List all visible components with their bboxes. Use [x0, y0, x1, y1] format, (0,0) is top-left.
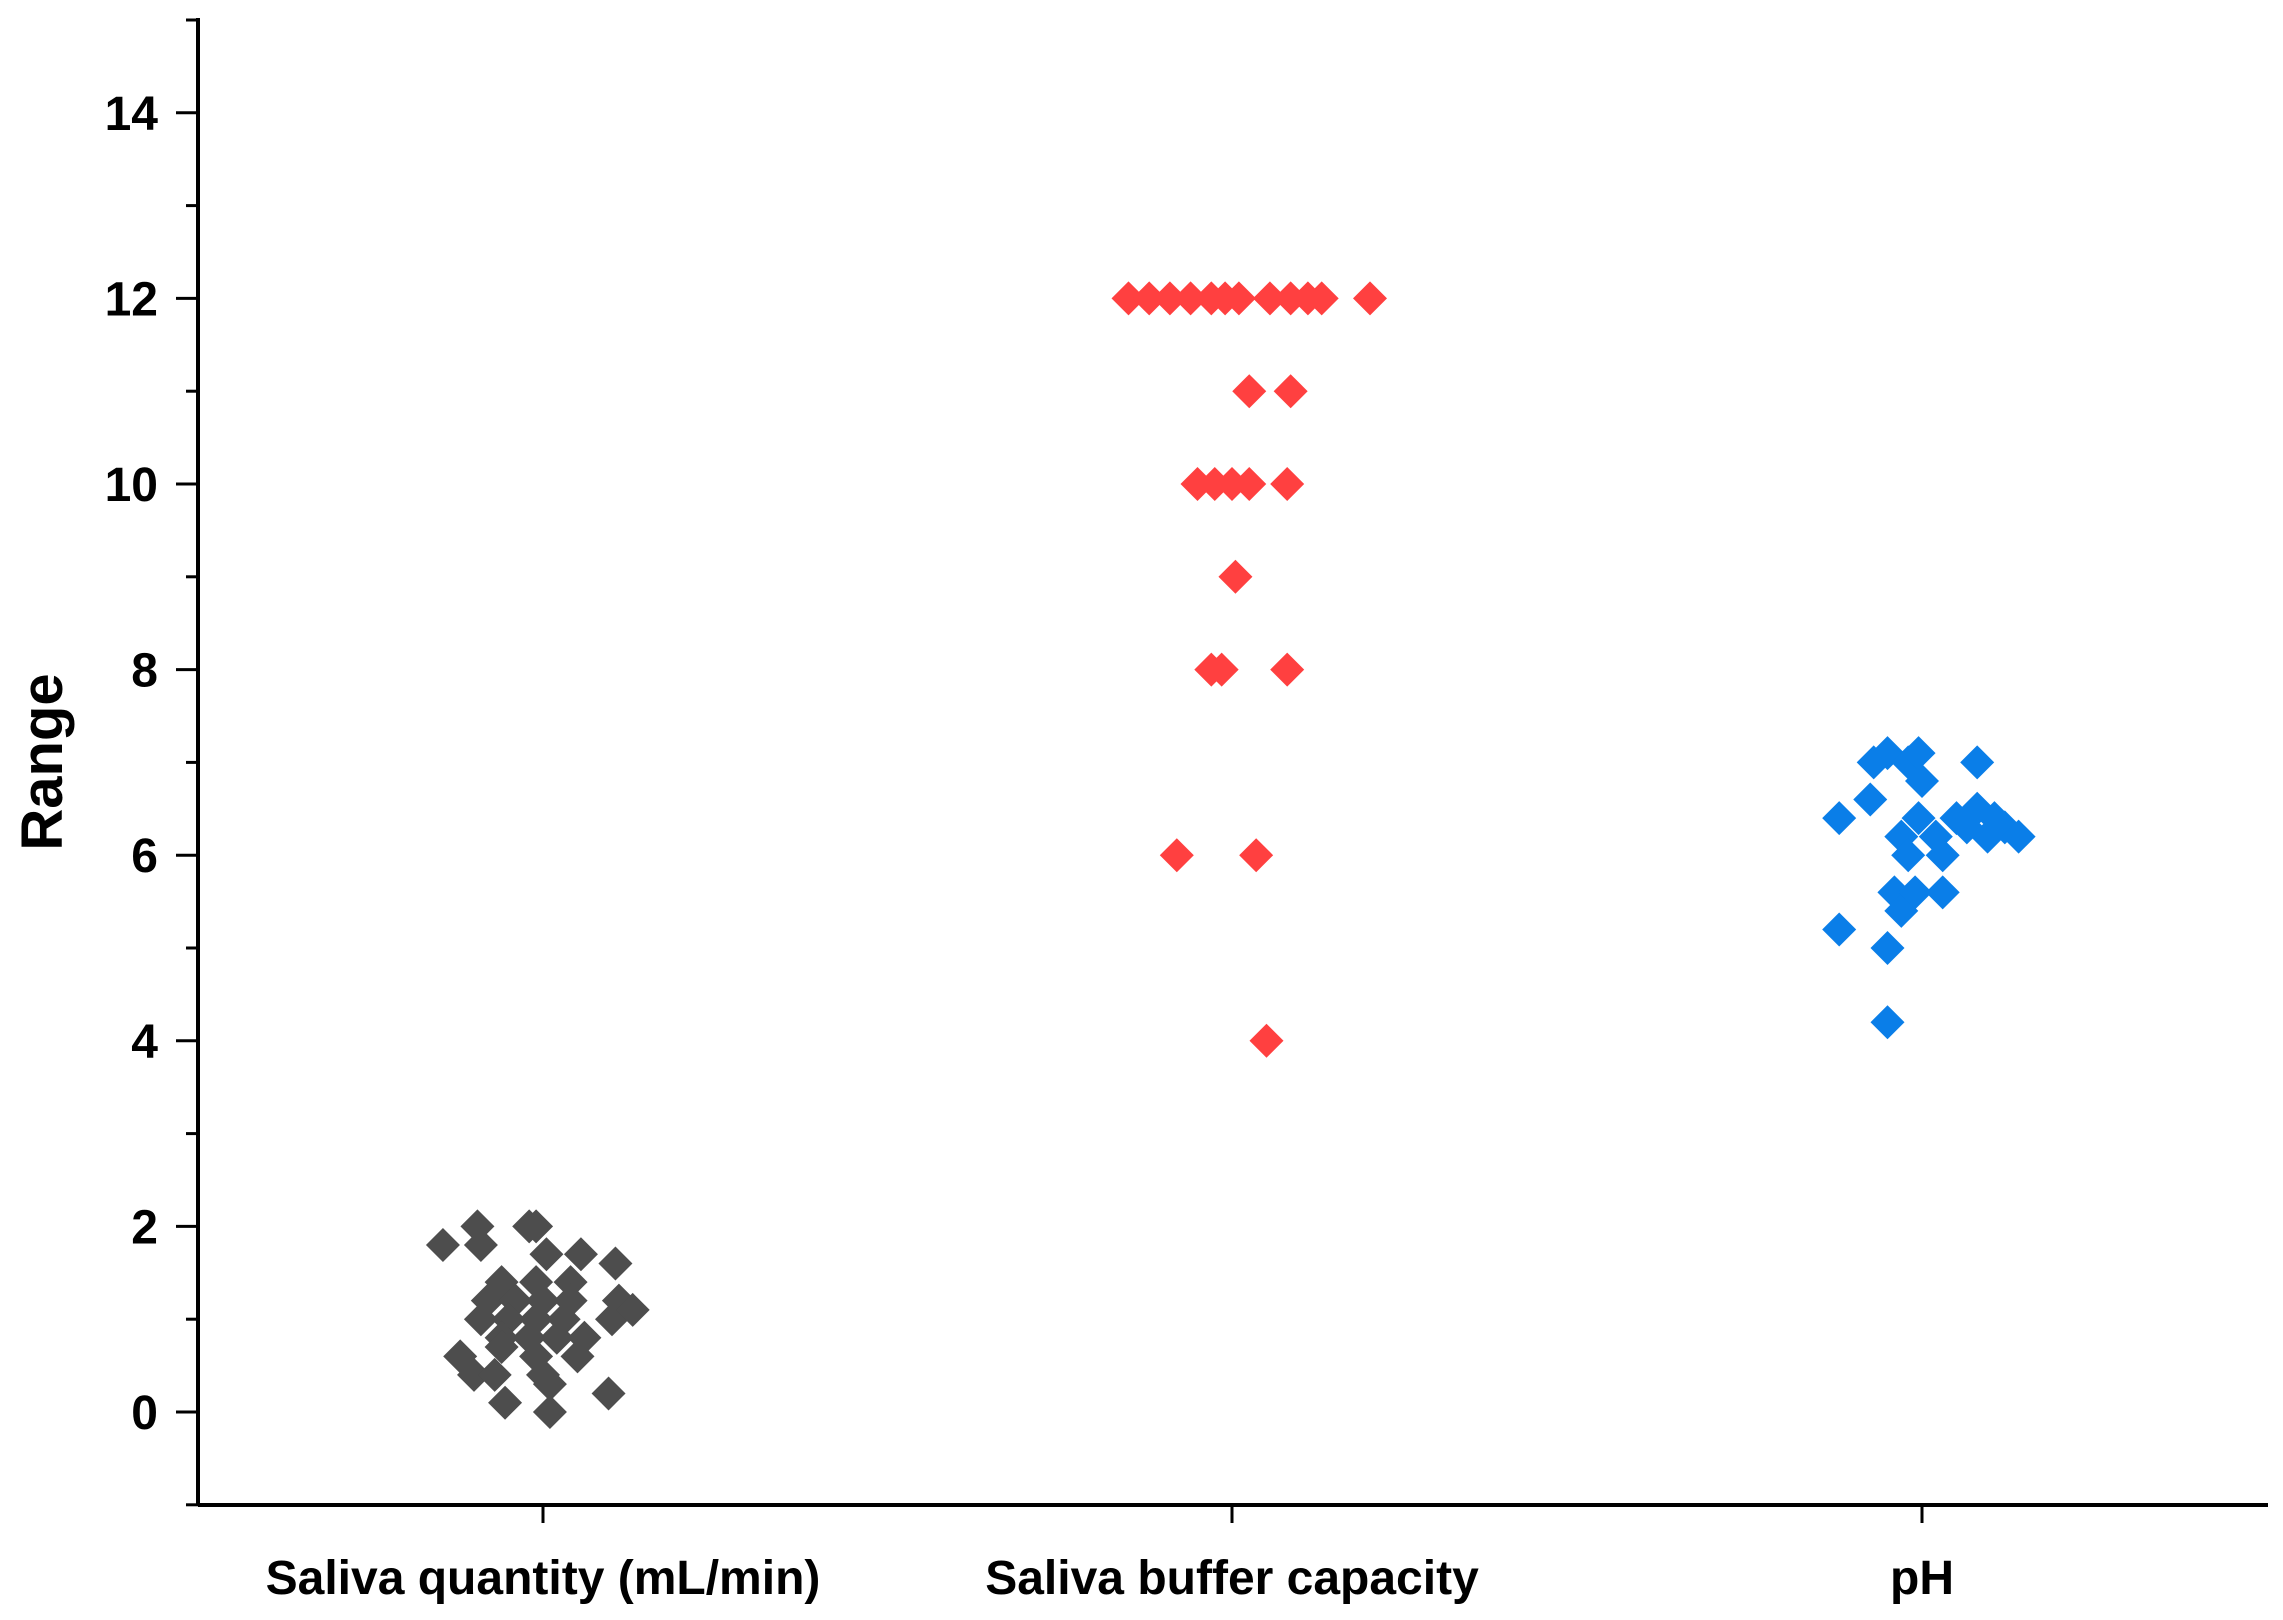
y-tick-label: 10 — [105, 459, 158, 512]
data-point-diamond — [488, 1385, 523, 1420]
data-point-diamond — [1270, 467, 1305, 501]
y-axis-ticks: 0 2 4 6 8 10 12 14 — [105, 18, 198, 1507]
x-axis-ticks: Saliva quantity (mL/min) Saliva buffer ca… — [266, 1505, 1954, 1605]
x-category-label: Saliva buffer capacity — [985, 1552, 1479, 1605]
series-2 — [1111, 281, 1387, 1058]
y-tick-label: 6 — [131, 830, 158, 883]
y-tick-label: 4 — [131, 1016, 158, 1069]
y-tick-label: 8 — [131, 645, 158, 698]
data-point-diamond — [1232, 374, 1267, 409]
data-point-diamond — [539, 1320, 574, 1355]
data-point-diamond — [532, 1395, 567, 1429]
data-point-diamond — [1232, 467, 1267, 501]
data-point-diamond — [1353, 281, 1387, 316]
data-point-diamond — [477, 1357, 512, 1392]
y-tick-label: 0 — [131, 1387, 158, 1440]
data-point-diamond — [1901, 736, 1936, 771]
x-category-label: pH — [1890, 1552, 1954, 1605]
data-point-diamond — [1273, 374, 1308, 409]
y-axis-title: Range — [10, 673, 75, 850]
data-point-diamond — [1249, 1023, 1284, 1058]
series-3 — [1822, 736, 2036, 1040]
data-point-diamond — [598, 1246, 633, 1281]
data-point-diamond — [498, 1283, 533, 1318]
data-point-diamond — [1239, 838, 1274, 873]
data-point-diamond — [560, 1339, 595, 1374]
data-point-diamond — [1270, 652, 1305, 687]
data-point-diamond — [563, 1237, 598, 1272]
data-point-diamond — [1925, 875, 1960, 910]
data-point-diamond — [463, 1302, 498, 1337]
data-point-diamond — [457, 1357, 491, 1392]
data-point-diamond — [1197, 467, 1232, 501]
data-point-diamond — [1180, 467, 1215, 501]
y-tick-label: 2 — [131, 1201, 158, 1254]
data-point-diamond — [1822, 912, 1857, 947]
data-point-diamond — [1905, 763, 1939, 798]
data-point-diamond — [463, 1227, 498, 1262]
data-point-diamond — [529, 1237, 564, 1272]
data-point-diamond — [1111, 281, 1146, 316]
data-points — [425, 281, 2036, 1429]
data-point-diamond — [484, 1330, 519, 1365]
data-point-diamond — [1960, 745, 1995, 780]
data-point-diamond — [553, 1265, 588, 1300]
data-point-diamond — [2001, 819, 2036, 854]
data-point-diamond — [1218, 559, 1253, 594]
data-point-diamond — [1173, 281, 1208, 316]
data-point-diamond — [532, 1367, 567, 1402]
x-category-label: Saliva quantity (mL/min) — [266, 1552, 821, 1605]
data-point-diamond — [1925, 838, 1960, 873]
data-point-diamond — [1870, 931, 1905, 965]
data-point-diamond — [1304, 281, 1339, 316]
y-tick-label: 14 — [105, 88, 159, 141]
data-point-diamond — [1159, 838, 1194, 873]
data-point-diamond — [1221, 281, 1256, 316]
data-point-diamond — [1204, 652, 1239, 687]
data-point-diamond — [425, 1227, 460, 1262]
data-point-diamond — [1891, 838, 1926, 873]
data-point-diamond — [1870, 1005, 1905, 1040]
data-point-diamond — [1252, 281, 1287, 316]
data-point-diamond — [615, 1292, 650, 1327]
series-1 — [425, 1209, 650, 1429]
data-point-diamond — [1898, 875, 1933, 910]
data-point-diamond — [591, 1376, 626, 1411]
data-point-diamond — [1273, 281, 1308, 316]
data-point-diamond — [1215, 467, 1249, 501]
data-point-diamond — [519, 1209, 554, 1244]
data-point-diamond — [1152, 281, 1187, 316]
data-point-diamond — [1132, 281, 1167, 316]
data-point-diamond — [1822, 801, 1857, 836]
y-tick-label: 12 — [105, 273, 158, 326]
data-point-diamond — [1853, 782, 1888, 817]
data-point-diamond — [1901, 801, 1936, 836]
